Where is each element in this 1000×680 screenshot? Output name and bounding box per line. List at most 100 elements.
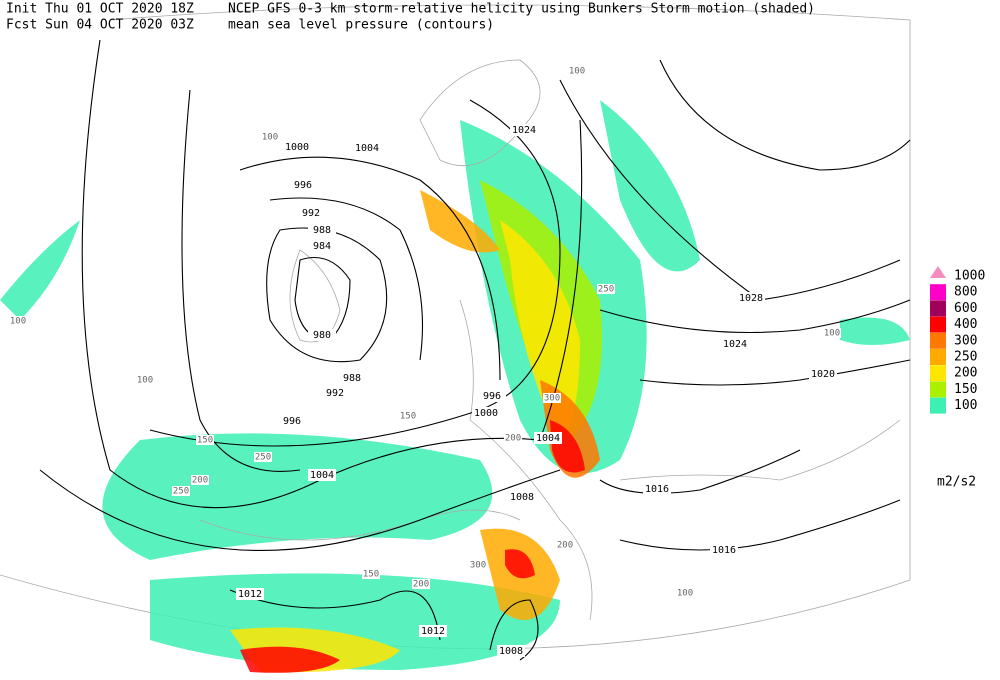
legend-swatch [930,332,946,349]
isobar-label-box [497,645,525,657]
helicity-label-box [412,579,430,589]
helicity-label: 200 [557,541,573,551]
isobar-label-box [308,469,336,481]
isobar-label: 992 [302,208,320,219]
isobar-label-box [289,179,317,191]
isobar-label-box [809,368,837,380]
legend-swatch [930,365,946,382]
helicity-area [500,220,580,440]
isobar-label: 988 [343,373,361,384]
legend-label: 100 [954,398,977,413]
legend-label: 400 [954,317,977,332]
helicity-label: 100 [824,329,840,339]
isobar-label-box [353,142,381,154]
isobar-label-box [308,240,336,252]
isobar-label: 1024 [723,339,747,350]
isobar-label-box [721,338,749,350]
helicity-label: 100 [677,589,693,599]
helicity-label: 200 [413,580,429,590]
isobar-label-box [308,329,336,341]
legend-swatch [930,397,946,414]
helicity-area [0,220,80,320]
isobar-label: 1012 [238,589,262,600]
helicity-label-box [504,433,522,443]
isobar-label-box [236,588,264,600]
helicity-label-box [399,411,417,421]
helicity-label: 100 [569,67,585,77]
isobar-label: 996 [483,391,501,402]
isobar-label: 1024 [512,125,536,136]
isobar-label-box [321,387,349,399]
isobar-label: 1008 [499,646,523,657]
helicity-label: 150 [197,436,213,446]
isobar-label: 984 [313,241,331,252]
helicity-label: 100 [10,317,26,327]
isobar-label: 1004 [310,470,334,481]
init-time: Init Thu 01 OCT 2020 18Z [6,2,194,17]
isobar-label: 1016 [712,545,736,556]
helicity-label-box [597,284,615,294]
legend-swatch [930,300,946,317]
isobar-label-box [478,390,506,402]
helicity-label-box [9,316,27,326]
helicity-area [840,317,910,345]
helicity-label: 250 [598,285,614,295]
isobar-label: 988 [313,225,331,236]
helicity-label-box [261,132,279,142]
helicity-area [102,433,493,560]
isobar-label-box [338,372,366,384]
legend-swatch [930,284,946,301]
helicity-area [600,100,700,272]
helicity-label: 100 [137,376,153,386]
isobar-label-box [643,483,671,495]
legend-label: 600 [954,301,977,316]
helicity-label: 200 [505,434,521,444]
isobar-label-box [283,141,311,153]
isobar-label: 1004 [536,433,560,444]
map-labels: 1000 1004 996 992 988 984 980 988 992 996 996 1000 1… [9,66,841,657]
isobar-label: 1016 [645,484,669,495]
isobar-label: 996 [283,416,301,427]
helicity-label-box [172,486,190,496]
helicity-label: 100 [262,133,278,143]
isobar-label-box [534,432,562,444]
isobar-label: 1008 [510,492,534,503]
isobar-label-box [308,224,336,236]
helicity-label-box [556,540,574,550]
helicity-label: 150 [400,412,416,422]
title: NCEP GFS 0-3 km storm-relative helicity … [228,2,815,17]
isobar-label-box [472,407,500,419]
legend-label: 200 [954,366,977,381]
isobar-label: 1012 [421,626,445,637]
helicity-shading [0,100,910,673]
isobar-label: 992 [326,388,344,399]
isobar-label: 996 [294,180,312,191]
isobar-label-box [737,292,765,304]
legend-label: 800 [954,285,977,300]
helicity-label: 250 [173,487,189,497]
legend-swatch [930,349,946,365]
isobar-label-box [510,124,538,136]
helicity-label-box [568,66,586,76]
legend-unit: m2/s2 [937,475,976,490]
isobar-label: 1004 [355,143,379,154]
isobar-label: 1000 [285,142,309,153]
subtitle: mean sea level pressure (contours) [228,18,494,33]
coastlines [199,59,901,621]
helicity-label-box [196,435,214,445]
isobar-label: 1000 [474,408,498,419]
isobar-label-box [419,625,447,637]
legend-swatch [930,266,946,278]
helicity-label: 200 [192,476,208,486]
forecast-time: Fcst Sun 04 OCT 2020 03Z [6,18,194,33]
helicity-label-box [254,452,272,462]
helicity-area [240,646,340,673]
helicity-area [505,549,535,579]
legend-label: 1000 [954,269,985,284]
helicity-label-box [823,328,841,338]
helicity-label-box [362,569,380,579]
isobar-label: 1028 [739,293,763,304]
